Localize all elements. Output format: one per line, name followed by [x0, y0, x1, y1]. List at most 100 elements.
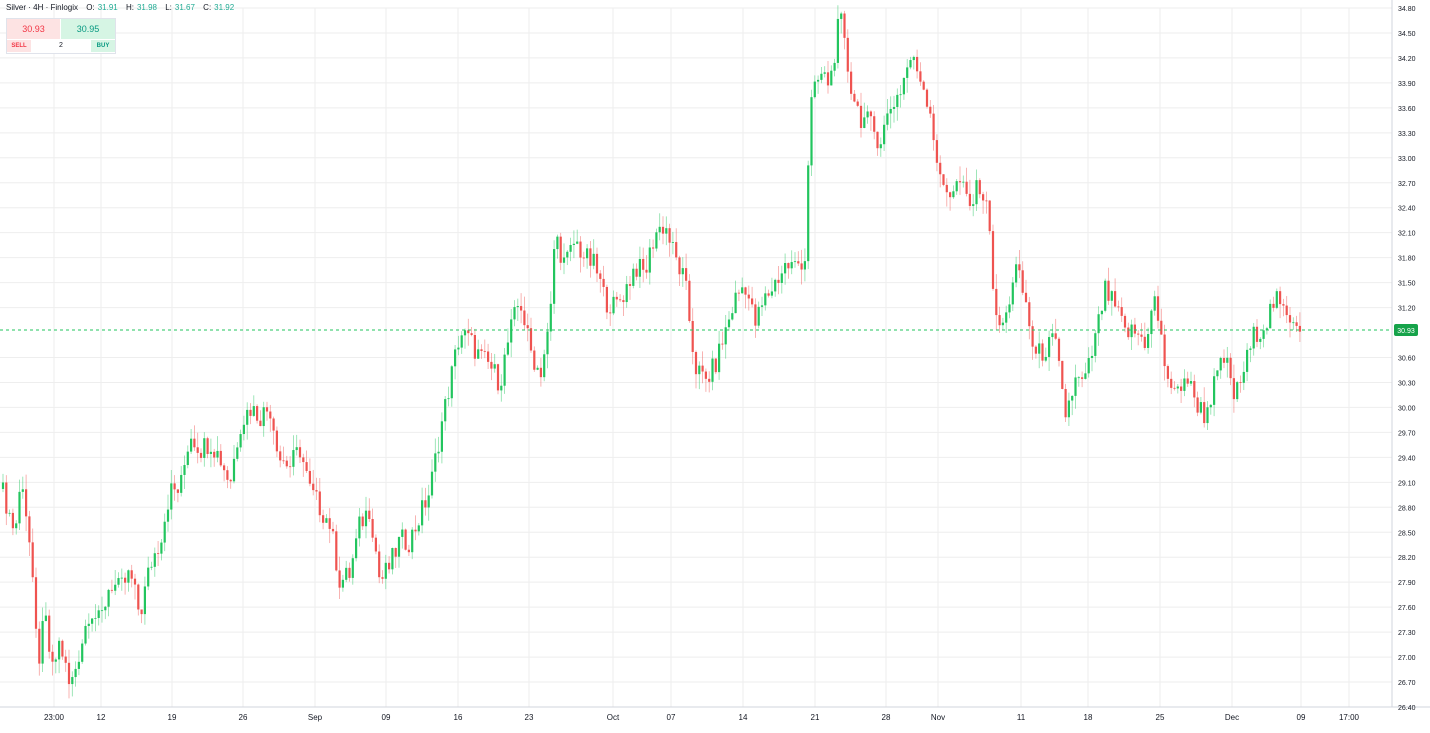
candle: [411, 527, 414, 560]
candle: [157, 541, 160, 567]
candle: [190, 428, 193, 454]
candle: [493, 353, 496, 373]
candle: [1057, 336, 1061, 367]
candle: [734, 280, 737, 314]
candle: [397, 536, 401, 568]
candle: [170, 470, 173, 520]
candle: [404, 528, 407, 551]
candle: [1249, 346, 1252, 363]
candle: [1259, 337, 1262, 350]
candle: [1143, 322, 1146, 351]
candle: [1298, 312, 1301, 343]
candle: [196, 432, 199, 464]
buy-price-button[interactable]: 30.95: [61, 19, 115, 39]
quantity-input[interactable]: 2: [59, 42, 63, 49]
candle: [635, 263, 638, 281]
candle: [833, 58, 836, 77]
candle: [912, 55, 915, 70]
candle: [1288, 307, 1292, 338]
y-tick-label: 28.20: [1398, 555, 1416, 562]
candle: [28, 510, 31, 557]
candle: [958, 166, 962, 195]
candle: [91, 618, 94, 632]
candle: [866, 105, 869, 124]
candle: [473, 328, 476, 367]
candle: [622, 295, 625, 316]
candle: [137, 583, 140, 616]
sell-price-button[interactable]: 30.93: [7, 19, 60, 39]
candle: [1265, 326, 1268, 335]
sell-button[interactable]: SELL: [7, 40, 31, 52]
candle: [520, 293, 523, 324]
candle: [869, 110, 872, 131]
candle: [183, 455, 186, 490]
candle: [942, 174, 945, 187]
candle: [206, 436, 209, 459]
candle: [1275, 288, 1278, 310]
candle: [64, 649, 67, 672]
candle: [919, 62, 922, 86]
x-tick-label: 19: [168, 713, 177, 722]
candle: [925, 88, 929, 109]
candle: [1081, 371, 1084, 388]
candle: [81, 639, 84, 664]
candle: [536, 365, 539, 371]
candle: [348, 562, 351, 582]
candle: [160, 539, 163, 561]
candle: [1127, 322, 1130, 340]
candle-series: [1, 5, 1301, 699]
candle: [424, 487, 427, 516]
candle: [863, 102, 866, 129]
candle: [632, 263, 635, 289]
candle: [503, 348, 506, 394]
candle: [292, 435, 295, 476]
y-tick-label: 32.40: [1398, 206, 1416, 213]
candle: [1038, 331, 1041, 369]
candle: [1090, 345, 1094, 372]
x-tick-label: 17:00: [1339, 713, 1360, 722]
candle: [232, 444, 236, 484]
candle: [1018, 249, 1021, 279]
candle: [510, 309, 513, 358]
candle: [982, 191, 985, 214]
candle: [414, 515, 417, 541]
candle: [1173, 381, 1176, 391]
close-label: C:: [203, 3, 212, 12]
candle: [150, 561, 153, 571]
y-tick-label: 29.10: [1398, 480, 1416, 487]
candle: [417, 523, 420, 536]
candle: [1077, 376, 1080, 387]
y-tick-label: 33.00: [1398, 156, 1416, 163]
candle: [800, 249, 803, 285]
candle: [289, 456, 292, 478]
candle: [305, 450, 308, 473]
candle: [698, 361, 701, 390]
candle: [1186, 371, 1189, 387]
candle: [351, 554, 354, 585]
candle: [1239, 375, 1242, 393]
candle: [279, 445, 282, 468]
candle: [54, 657, 57, 674]
candle: [308, 458, 311, 487]
candle: [1153, 290, 1156, 316]
candle: [724, 314, 727, 359]
candle: [1107, 267, 1110, 305]
y-tick-label: 30.30: [1398, 380, 1416, 387]
y-tick-label: 28.50: [1398, 530, 1416, 537]
buy-button[interactable]: BUY: [91, 40, 115, 52]
candle: [625, 275, 628, 308]
candle: [361, 513, 364, 530]
candle: [790, 250, 793, 275]
candle: [1044, 347, 1047, 363]
x-tick-label: 26: [239, 713, 248, 722]
candle: [995, 274, 998, 330]
candle: [1252, 322, 1255, 356]
candle: [787, 262, 790, 279]
candle: [249, 403, 252, 425]
candle: [1226, 346, 1229, 378]
candle: [968, 179, 971, 211]
candle: [44, 602, 47, 622]
x-tick-label: 16: [454, 713, 463, 722]
candle: [262, 401, 265, 437]
